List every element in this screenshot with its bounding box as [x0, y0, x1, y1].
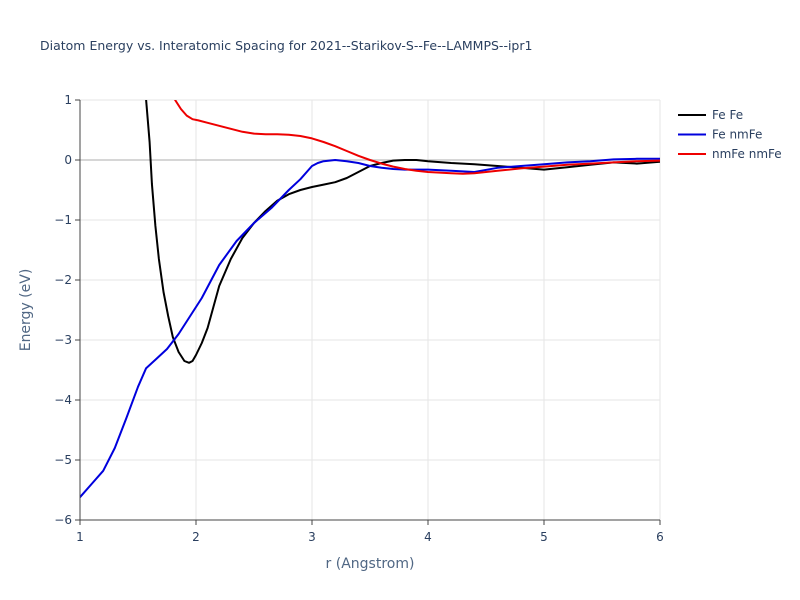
y-tick-label: −3 — [54, 333, 72, 347]
series-line-fe-fe — [145, 100, 660, 364]
y-tick-label: −5 — [54, 453, 72, 467]
series-line-fe-nmfe — [80, 157, 660, 499]
x-axis-title: r (Angstrom) — [326, 556, 415, 572]
x-tick-label: 6 — [656, 530, 664, 544]
chart-title: Diatom Energy vs. Interatomic Spacing fo… — [40, 38, 532, 53]
axes: 1 2 3 4 5 6 1 0 −1 −2 −3 −4 −5 −6 — [54, 93, 664, 544]
x-tick-label: 2 — [192, 530, 200, 544]
series-layer — [80, 100, 660, 499]
y-tick-label: −1 — [54, 213, 72, 227]
y-tick-label: −6 — [54, 513, 72, 527]
x-tick-label: 3 — [308, 530, 316, 544]
legend: Fe Fe Fe nmFe nmFe nmFe — [678, 108, 782, 161]
legend-label: Fe nmFe — [712, 128, 762, 142]
y-axis-title: Energy (eV) — [18, 269, 34, 352]
legend-label: nmFe nmFe — [712, 147, 782, 161]
x-tick-label: 4 — [424, 530, 432, 544]
y-tick-label: 1 — [64, 93, 72, 107]
series-line-nmfe-nmfe — [174, 100, 660, 175]
y-tick-label: 0 — [64, 153, 72, 167]
x-tick-label: 1 — [76, 530, 84, 544]
y-tick-label: −4 — [54, 393, 72, 407]
x-tick-label: 5 — [540, 530, 548, 544]
legend-label: Fe Fe — [712, 108, 743, 122]
y-tick-label: −2 — [54, 273, 72, 287]
